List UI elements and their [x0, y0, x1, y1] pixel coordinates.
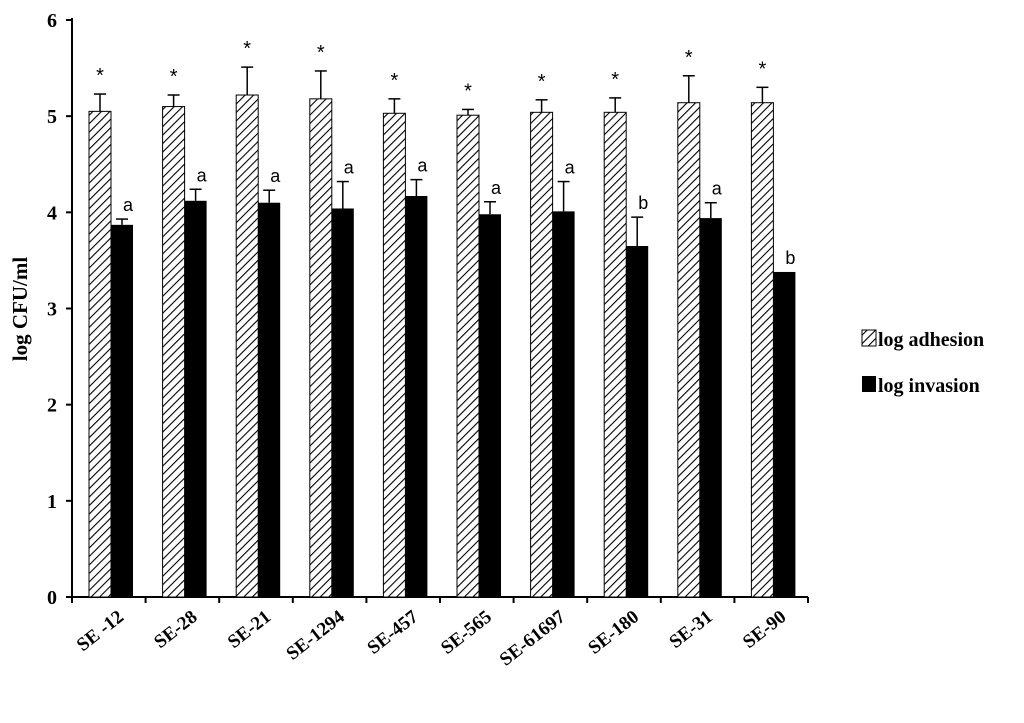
annotation-invasion: b: [638, 193, 648, 213]
bar-log-invasion: [773, 271, 796, 597]
annotation-invasion: a: [565, 158, 576, 178]
legend-swatch-invasion: [862, 376, 876, 392]
bar-log-adhesion: [750, 102, 774, 598]
bars-layer: [88, 66, 796, 598]
y-tick-label: 6: [47, 10, 57, 32]
bar-log-adhesion: [382, 112, 406, 598]
bar-log-invasion: [479, 214, 501, 598]
bar-log-invasion: [626, 245, 649, 597]
x-category-label: SE-61697: [496, 606, 570, 670]
annotation-adhesion: *: [170, 66, 178, 88]
annotation-adhesion: *: [611, 69, 619, 91]
legend-swatch-adhesion: [861, 329, 877, 347]
bar-log-adhesion: [456, 114, 480, 598]
bar-log-invasion: [699, 218, 722, 597]
annotation-invasion: b: [785, 248, 795, 268]
annotation-adhesion: *: [759, 58, 767, 80]
y-tick-label: 5: [47, 106, 57, 128]
annotation-adhesion: *: [685, 47, 693, 69]
bar-log-invasion: [258, 202, 281, 597]
y-axis-title: log CFU/ml: [8, 257, 32, 362]
x-category-label: SE-1294: [282, 606, 349, 664]
annotation-invasion: a: [123, 195, 134, 215]
x-category-label: SE-180: [584, 606, 643, 658]
annotation-adhesion: *: [464, 80, 472, 102]
bar-log-invasion: [184, 200, 207, 597]
bar-log-adhesion: [530, 111, 554, 598]
bar-log-invasion: [552, 211, 575, 597]
x-category-label: SE-457: [364, 606, 423, 659]
annotation-invasion: a: [344, 158, 355, 178]
annotation-invasion: a: [491, 178, 502, 198]
bar-log-adhesion: [603, 111, 627, 598]
annotation-invasion: a: [270, 166, 281, 186]
bar-log-adhesion: [677, 102, 701, 598]
annotation-adhesion: *: [96, 65, 104, 87]
bar-log-adhesion: [235, 94, 259, 598]
annotation-invasion: a: [417, 156, 428, 176]
legend-label-adhesion: log adhesion: [878, 329, 984, 351]
bar-log-invasion: [405, 195, 428, 598]
legend-label-invasion: log invasion: [878, 375, 980, 397]
annotation-adhesion: *: [538, 71, 546, 93]
annotation-adhesion: *: [391, 70, 399, 92]
bar-log-adhesion: [88, 110, 112, 598]
x-category-label: SE -12: [73, 606, 128, 655]
x-category-label: SE-90: [739, 606, 790, 652]
x-category-label: SE-31: [665, 606, 716, 652]
x-category-label: SE-21: [224, 606, 275, 652]
legend: log adhesion log invasion: [861, 329, 984, 397]
y-tick-label: 1: [47, 491, 57, 513]
bar-log-adhesion: [162, 106, 186, 598]
y-tick-label: 2: [47, 395, 57, 417]
bar-log-invasion: [331, 208, 354, 597]
x-category-label: SE-28: [150, 606, 201, 652]
y-tick-label: 0: [47, 587, 57, 609]
bar-log-invasion: [111, 224, 133, 597]
annotation-adhesion: *: [317, 42, 325, 64]
x-category-label: SE-565: [437, 606, 496, 658]
y-tick-label: 4: [47, 202, 57, 224]
bar-log-adhesion: [309, 98, 333, 598]
annotation-adhesion: *: [243, 38, 251, 60]
annotation-invasion: a: [197, 165, 208, 185]
y-tick-label: 3: [47, 299, 57, 321]
annotation-invasion: a: [712, 179, 723, 199]
